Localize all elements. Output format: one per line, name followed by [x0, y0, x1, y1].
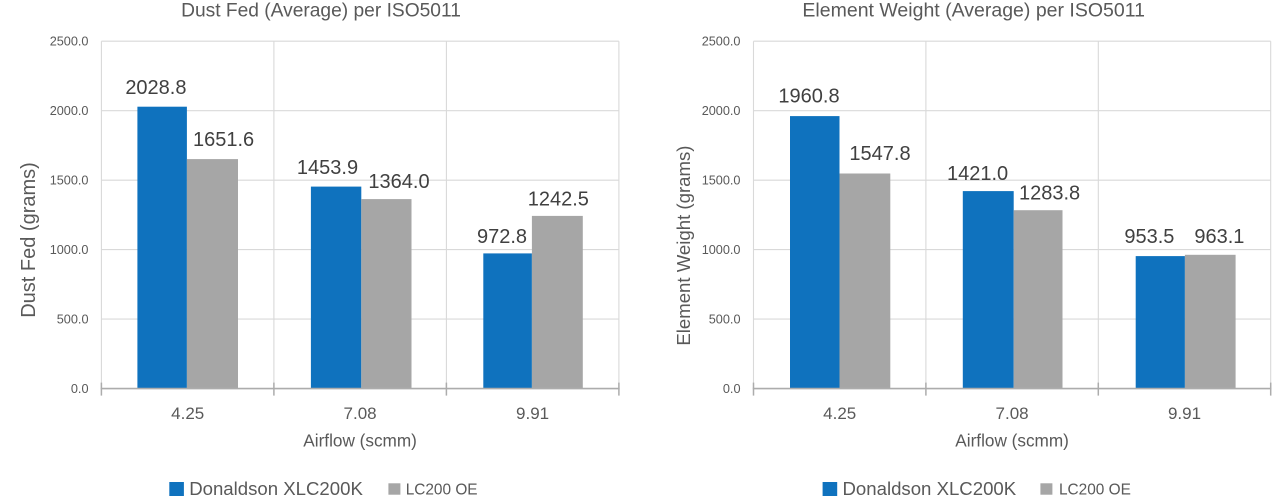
svg-text:1960.8: 1960.8 — [778, 85, 839, 107]
svg-text:Dust Fed (Average) per ISO5011: Dust Fed (Average) per ISO5011 — [181, 0, 461, 21]
svg-text:Airflow (scmm): Airflow (scmm) — [955, 431, 1069, 451]
svg-text:LC200 OE: LC200 OE — [406, 481, 478, 498]
svg-text:972.8: 972.8 — [477, 226, 527, 248]
svg-text:7.08: 7.08 — [996, 404, 1029, 423]
svg-text:4.25: 4.25 — [823, 404, 856, 423]
svg-text:Dust Fed (grams): Dust Fed (grams) — [18, 162, 40, 318]
svg-text:7.08: 7.08 — [344, 404, 377, 423]
svg-text:0.0: 0.0 — [71, 382, 89, 396]
svg-text:1651.6: 1651.6 — [193, 129, 254, 151]
svg-text:LC200 OE: LC200 OE — [1059, 481, 1131, 498]
svg-text:2028.8: 2028.8 — [125, 77, 186, 99]
svg-text:Donaldson XLC200K: Donaldson XLC200K — [843, 478, 1017, 499]
svg-text:953.5: 953.5 — [1124, 226, 1174, 248]
svg-text:1421.0: 1421.0 — [947, 163, 1008, 185]
svg-text:1364.0: 1364.0 — [368, 171, 429, 193]
svg-text:500.0: 500.0 — [57, 313, 89, 327]
svg-text:Element Weight (grams): Element Weight (grams) — [673, 146, 694, 346]
svg-text:2500.0: 2500.0 — [702, 35, 741, 49]
svg-text:963.1: 963.1 — [1194, 226, 1244, 248]
svg-text:1283.8: 1283.8 — [1019, 183, 1080, 205]
svg-text:0.0: 0.0 — [723, 382, 741, 396]
svg-text:1453.9: 1453.9 — [297, 157, 358, 179]
svg-text:2000.0: 2000.0 — [702, 104, 741, 118]
svg-text:Airflow (scmm): Airflow (scmm) — [303, 431, 417, 451]
svg-text:1547.8: 1547.8 — [849, 143, 910, 165]
svg-text:Donaldson XLC200K: Donaldson XLC200K — [189, 478, 363, 499]
svg-text:1000.0: 1000.0 — [50, 243, 89, 257]
svg-text:2500.0: 2500.0 — [50, 35, 89, 49]
svg-text:9.91: 9.91 — [516, 404, 549, 423]
svg-text:1000.0: 1000.0 — [702, 243, 741, 257]
svg-text:2000.0: 2000.0 — [50, 104, 89, 118]
svg-text:1242.5: 1242.5 — [528, 189, 589, 211]
svg-text:4.25: 4.25 — [171, 404, 204, 423]
svg-text:1500.0: 1500.0 — [702, 174, 741, 188]
svg-text:Element Weight (Average) per I: Element Weight (Average) per ISO5011 — [802, 0, 1145, 21]
svg-text:500.0: 500.0 — [709, 313, 741, 327]
svg-text:9.91: 9.91 — [1168, 404, 1201, 423]
svg-text:1500.0: 1500.0 — [50, 174, 89, 188]
